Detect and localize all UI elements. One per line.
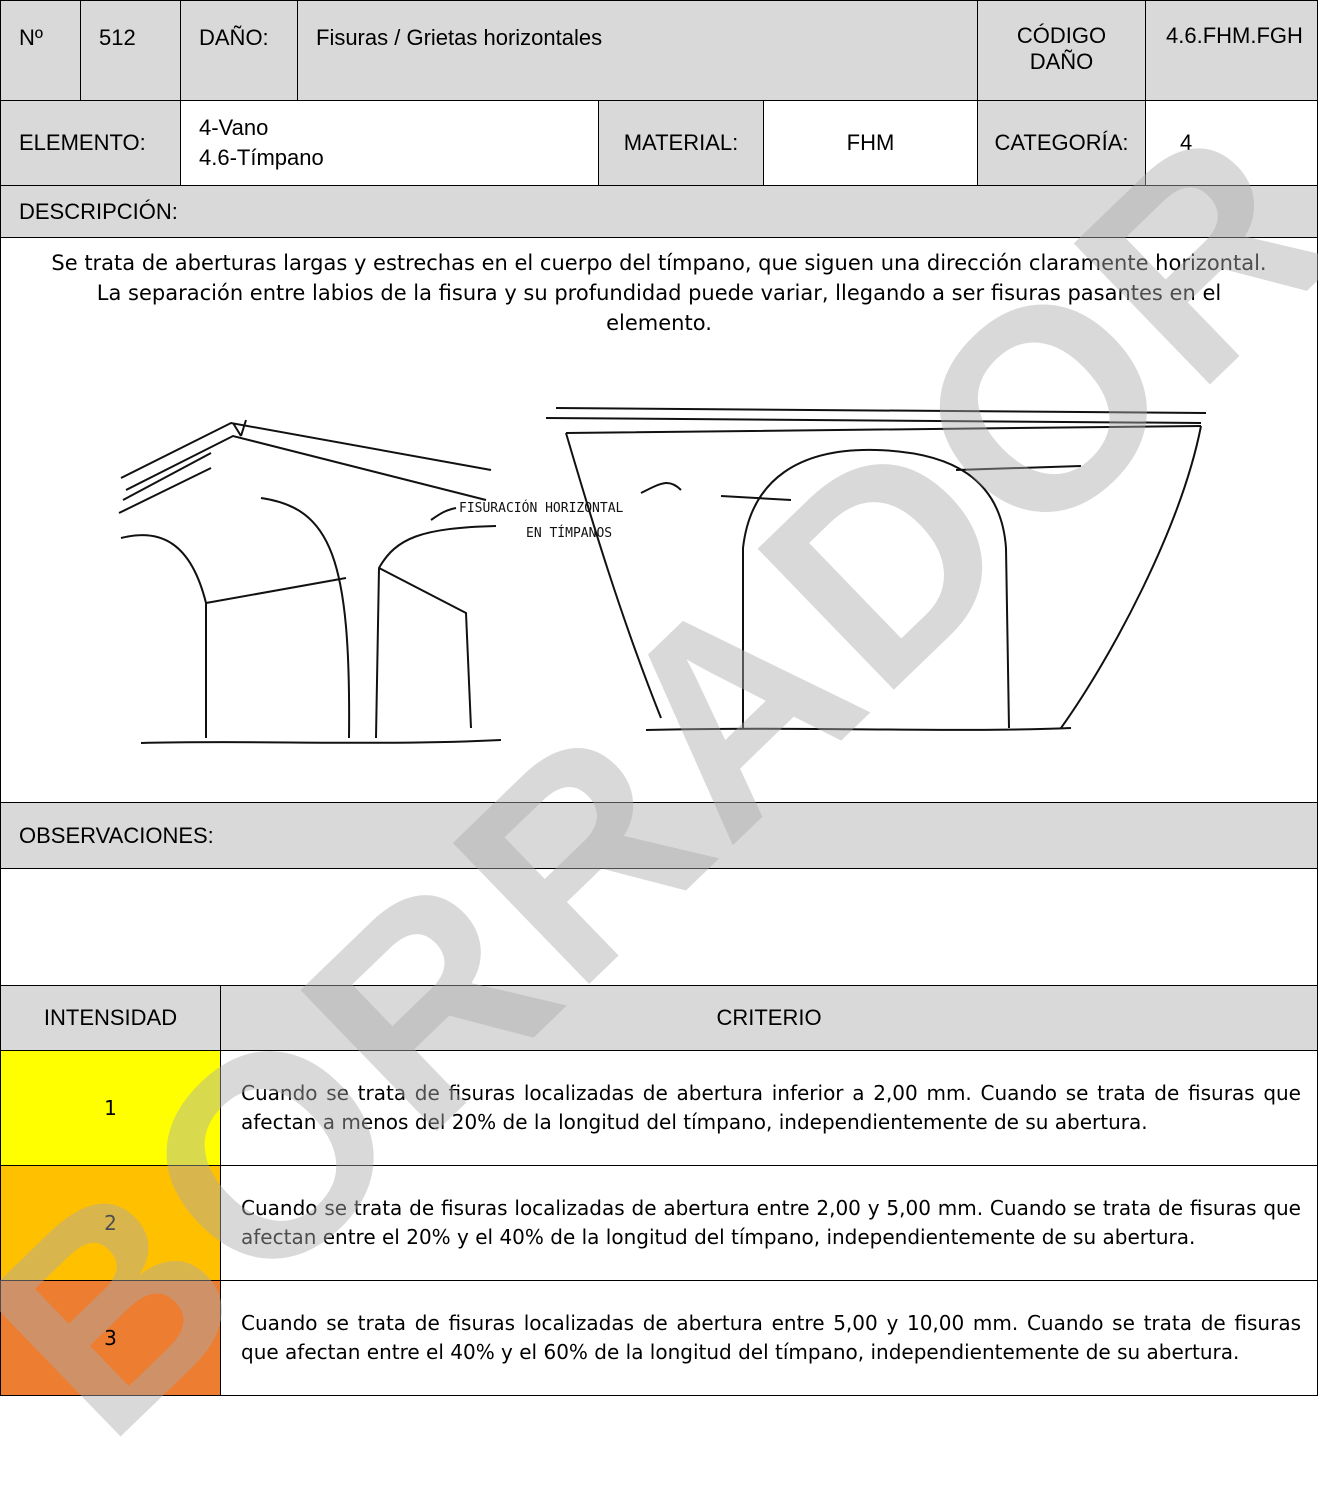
code-label-line: DAÑO [1029,49,1094,74]
damage: Fisuras / Grietas horizontales [297,0,978,101]
observations-label: OBSERVACIONES: [0,802,1318,869]
number-label: Nº [0,0,81,101]
description-label: DESCRIPCIÓN: [0,185,1318,238]
criterion-text: Cuando se trata de fisuras localizadas d… [220,1165,1318,1281]
intensity-level: 1 [0,1050,221,1166]
number: 512 [80,0,181,101]
sketch-annotation: EN TÍMPANOS [526,525,612,541]
element-line: 4.6-Tímpano [199,145,324,170]
element-label: ELEMENTO: [0,100,181,186]
damage-label: DAÑO: [180,0,298,101]
sketch-line [140,739,502,744]
material-label: MATERIAL: [598,100,764,186]
element-line: 4-Vano [199,115,269,140]
sketch-line [545,407,1207,434]
sketch-line [645,465,1082,731]
sketch: FISURACIÓN HORIZONTAL EN TÍMPANOS [118,407,1207,744]
code: 4.6.FHM.FGH [1145,0,1318,101]
category-label: CATEGORÍA: [977,100,1146,186]
sketch-line [742,448,1010,729]
table-header: CRITERIO [220,985,1318,1051]
description-cell: Se trata de aberturas largas y estrechas… [0,237,1318,803]
sketch-line [375,525,497,739]
observations-cell [0,868,1318,986]
material: FHM [763,100,978,186]
sketch-line [120,419,492,501]
element: 4-Vano 4.6-Tímpano [180,100,599,186]
sketch-line [120,497,351,739]
criterion-text: Cuando se trata de fisuras localizadas d… [220,1050,1318,1166]
category: 4 [1145,100,1318,186]
intensity-level: 2 [0,1165,221,1281]
table-header: INTENSIDAD [0,985,221,1051]
code-label-line: CÓDIGO [1016,23,1107,48]
sketch-line [430,482,682,521]
sketch-line [118,452,212,514]
sketch-annotation: FISURACIÓN HORIZONTAL [459,500,624,516]
code-label: CÓDIGO DAÑO [977,0,1146,101]
description-text: Se trata de aberturas largas y estrechas… [51,251,1267,335]
intensity-level: 3 [0,1280,221,1396]
sketch-line [565,425,1202,729]
criterion-text: Cuando se trata de fisuras localizadas d… [220,1280,1318,1396]
